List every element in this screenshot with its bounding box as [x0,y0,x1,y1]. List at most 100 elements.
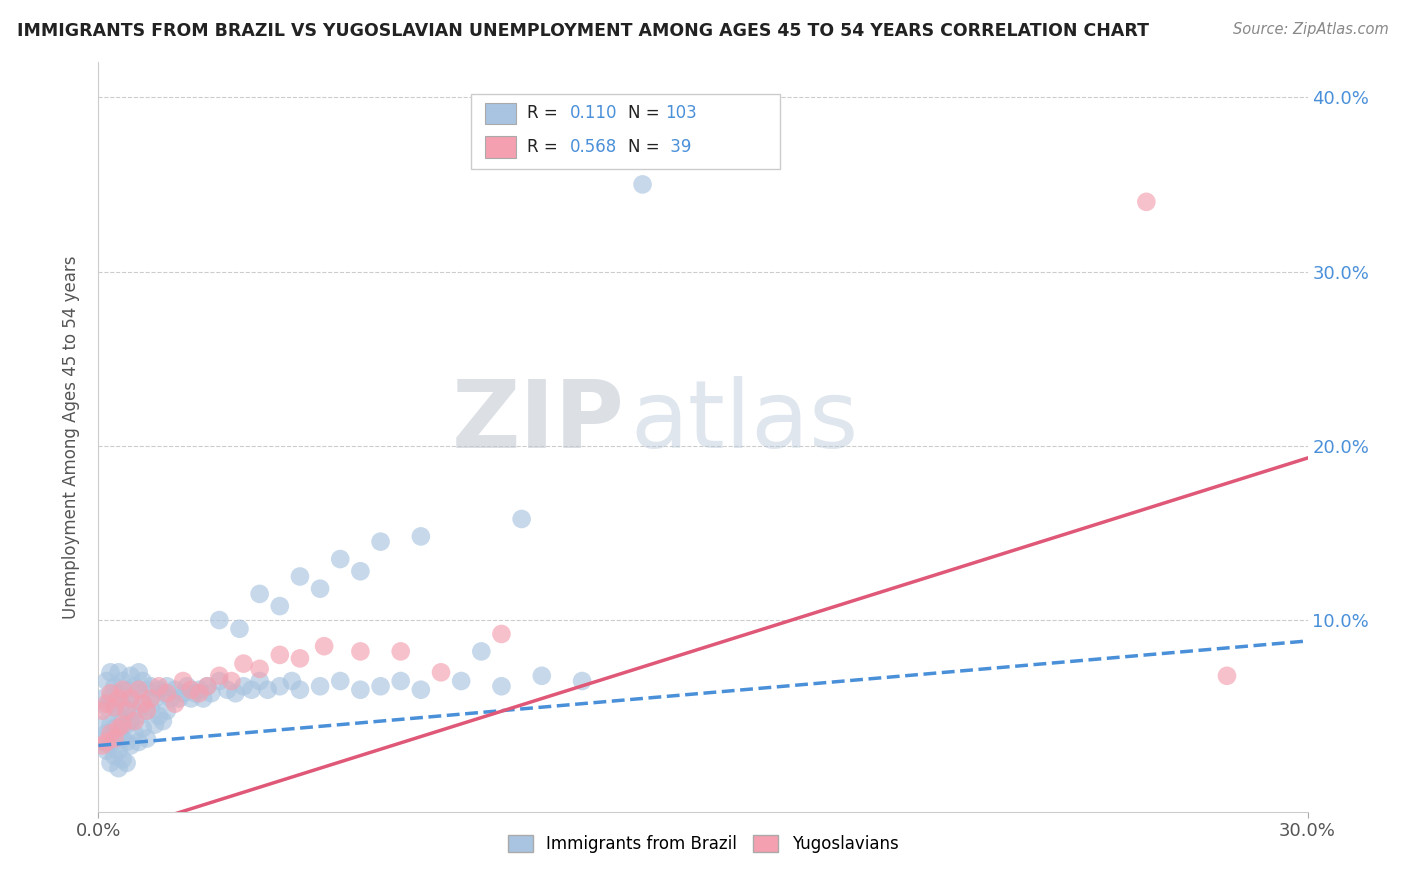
Point [115,704,138,718]
Point [128,686,150,700]
Point [135,682,157,697]
Point [143,717,166,731]
Point [107,686,129,700]
Point [200,686,222,700]
Point [370,534,392,549]
Point [450,673,472,688]
Point [111,697,134,711]
Point [224,686,246,700]
Point [107,726,129,740]
Point [143,691,166,706]
Point [249,587,271,601]
Point [430,665,453,680]
Point [530,669,553,683]
Point [491,627,513,641]
Point [100,691,122,706]
Point [100,665,122,680]
Point [111,714,134,728]
Point [139,691,162,706]
Point [389,673,412,688]
Point [120,714,142,728]
Point [163,682,186,697]
Point [156,679,179,693]
Point [208,673,231,688]
Point [96,697,118,711]
Point [115,735,138,749]
Point [100,686,122,700]
Point [139,679,162,693]
Point [139,700,162,714]
Point [152,714,174,728]
Point [208,669,231,683]
Point [232,657,254,671]
Point [120,691,142,706]
Point [309,582,332,596]
Text: atlas: atlas [630,376,859,468]
Text: N =: N = [628,104,659,122]
Point [370,679,392,693]
Point [232,679,254,693]
Point [132,697,155,711]
Point [111,752,134,766]
Point [100,726,122,740]
Point [193,691,215,706]
Point [281,673,304,688]
Point [115,756,138,770]
Point [107,744,129,758]
Point [91,739,114,753]
Point [111,673,134,688]
Point [107,665,129,680]
Point [180,682,202,697]
Point [132,721,155,735]
Point [288,569,311,583]
Point [221,673,243,688]
Point [120,691,142,706]
Point [240,682,263,697]
Point [103,700,125,714]
Point [349,682,371,697]
Point [135,704,157,718]
Point [217,682,239,697]
Point [195,679,218,693]
Text: Source: ZipAtlas.com: Source: ZipAtlas.com [1233,22,1389,37]
Point [100,717,122,731]
Point [148,682,170,697]
Point [115,717,138,731]
Point [135,704,157,718]
Point [124,714,146,728]
Point [309,679,332,693]
Point [111,731,134,746]
Point [160,691,183,706]
Text: IMMIGRANTS FROM BRAZIL VS YUGOSLAVIAN UNEMPLOYMENT AMONG AGES 45 TO 54 YEARS COR: IMMIGRANTS FROM BRAZIL VS YUGOSLAVIAN UN… [17,22,1149,40]
Point [314,639,336,653]
Point [329,673,352,688]
Point [195,679,218,693]
Point [188,686,211,700]
Point [269,648,291,662]
Point [135,731,157,746]
Point [188,682,211,697]
Point [349,564,371,578]
Point [120,669,142,683]
Text: N =: N = [628,138,659,156]
Point [132,697,155,711]
Point [409,682,432,697]
Point [172,673,194,688]
Point [96,726,118,740]
Point [288,682,311,697]
Point [389,644,412,658]
Point [124,726,146,740]
Point [631,178,654,192]
Point [128,735,150,749]
Point [571,673,593,688]
Y-axis label: Unemployment Among Ages 45 to 54 years: Unemployment Among Ages 45 to 54 years [62,255,80,619]
Point [100,739,122,753]
Point [329,552,352,566]
Point [288,651,311,665]
Point [148,679,170,693]
Point [111,682,134,697]
Point [163,697,186,711]
Legend: Immigrants from Brazil, Yugoslavians: Immigrants from Brazil, Yugoslavians [501,828,905,860]
Text: 39: 39 [665,138,692,156]
Point [128,682,150,697]
